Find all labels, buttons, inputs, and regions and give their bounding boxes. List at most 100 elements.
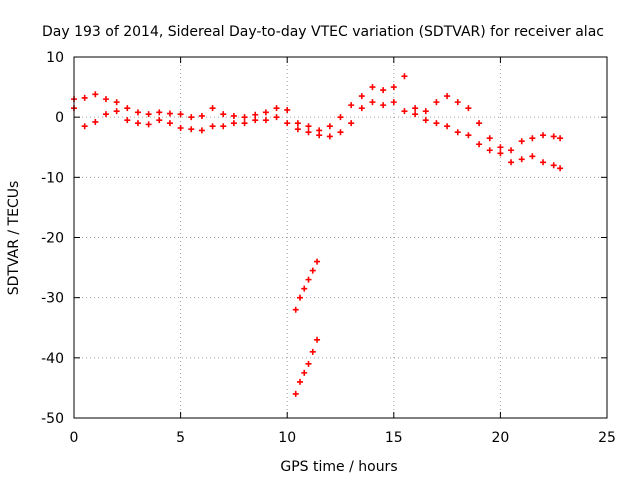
y-tick-label: 0: [55, 110, 64, 126]
data-point: [337, 114, 344, 121]
data-point: [369, 99, 376, 106]
data-point: [220, 123, 227, 130]
data-point: [337, 129, 344, 136]
x-tick-label: 25: [598, 430, 616, 446]
axis-ticks: 0 5 10 15 20 25 10 0 -10 -20 -30 -40 -50: [41, 50, 616, 446]
data-point: [252, 111, 259, 118]
data-point: [294, 120, 301, 127]
data-point: [92, 118, 99, 125]
y-axis-label: SDTVAR / TECUs: [6, 181, 22, 296]
data-point: [102, 96, 109, 103]
data-point: [166, 110, 173, 117]
data-point: [156, 117, 163, 124]
data-point: [113, 108, 120, 115]
data-point: [348, 102, 355, 109]
y-tick-label: -50: [41, 411, 64, 427]
data-point: [390, 84, 397, 91]
data-point: [550, 162, 557, 169]
data-point: [301, 285, 308, 292]
data-point: [348, 120, 355, 127]
y-tick-label: -10: [41, 170, 64, 186]
data-point: [433, 99, 440, 106]
data-point: [529, 153, 536, 160]
series-band-main-upper: [71, 73, 564, 154]
data-point: [284, 106, 291, 113]
data-point: [412, 111, 419, 118]
plot-frame: [73, 56, 608, 419]
data-point: [92, 91, 99, 98]
data-point: [166, 120, 173, 127]
chart-title: Day 193 of 2014, Sidereal Day-to-day VTE…: [42, 24, 604, 40]
data-points: [71, 73, 564, 397]
data-point: [508, 159, 515, 166]
data-point: [296, 378, 303, 385]
data-point: [380, 87, 387, 94]
data-point: [540, 159, 547, 166]
series-steep-segment-upper: [292, 258, 321, 313]
data-point: [518, 138, 525, 145]
data-point: [401, 108, 408, 115]
data-point: [454, 99, 461, 106]
data-point: [486, 135, 493, 142]
data-point: [309, 267, 316, 274]
data-point: [252, 117, 259, 124]
data-point: [102, 111, 109, 118]
y-tick-label: -20: [41, 231, 64, 247]
data-point: [301, 369, 308, 376]
data-point: [145, 111, 152, 118]
data-point: [284, 120, 291, 127]
data-point: [273, 114, 280, 121]
series-steep-segment-lower: [292, 336, 321, 397]
x-tick-label: 5: [176, 430, 185, 446]
data-point: [557, 135, 564, 142]
data-point: [124, 117, 131, 124]
y-tick-label: -40: [41, 351, 64, 367]
data-point: [134, 120, 141, 127]
data-point: [508, 147, 515, 154]
data-point: [81, 123, 88, 130]
data-point: [209, 123, 216, 130]
gridlines: [74, 57, 607, 418]
data-point: [314, 258, 321, 265]
data-point: [401, 73, 408, 80]
series-band-main-lower: [71, 99, 564, 172]
data-point: [422, 117, 429, 124]
data-point: [241, 114, 248, 121]
data-point: [113, 99, 120, 106]
data-point: [465, 105, 472, 112]
data-point: [220, 111, 227, 118]
data-point: [188, 126, 195, 133]
data-point: [262, 117, 269, 124]
data-point: [292, 390, 299, 397]
data-point: [497, 150, 504, 157]
data-point: [305, 123, 312, 130]
data-point: [550, 133, 557, 140]
data-point: [230, 112, 237, 119]
data-point: [124, 105, 131, 112]
data-point: [444, 93, 451, 100]
data-point: [412, 105, 419, 112]
x-tick-label: 15: [385, 430, 403, 446]
data-point: [358, 93, 365, 100]
data-point: [198, 127, 205, 134]
data-point: [476, 141, 483, 148]
y-tick-label: 10: [46, 50, 64, 66]
data-point: [444, 123, 451, 130]
data-point: [177, 111, 184, 118]
data-point: [314, 336, 321, 343]
data-point: [81, 94, 88, 101]
data-point: [241, 120, 248, 127]
x-tick-label: 0: [70, 430, 79, 446]
data-point: [326, 123, 333, 130]
data-point: [497, 144, 504, 151]
data-point: [486, 147, 493, 154]
y-tick-label: -30: [41, 291, 64, 307]
x-tick-label: 10: [278, 430, 296, 446]
data-point: [177, 124, 184, 131]
data-point: [369, 84, 376, 91]
data-point: [326, 133, 333, 140]
data-point: [134, 109, 141, 116]
data-point: [305, 276, 312, 283]
data-point: [305, 360, 312, 367]
